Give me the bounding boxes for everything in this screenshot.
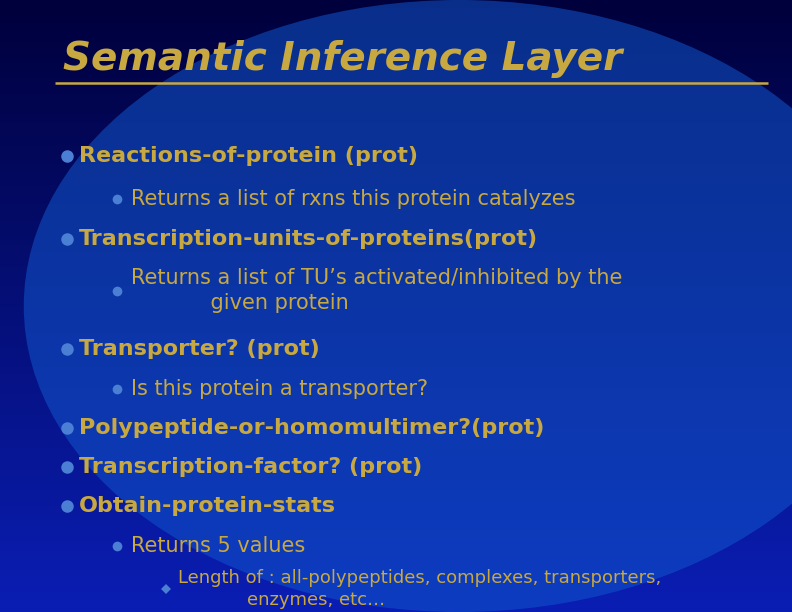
Text: Semantic Inference Layer: Semantic Inference Layer	[63, 40, 623, 78]
Text: Returns a list of TU’s activated/inhibited by the
            given protein: Returns a list of TU’s activated/inhibit…	[131, 268, 622, 313]
Text: Returns 5 values: Returns 5 values	[131, 536, 305, 556]
Text: Polypeptide-or-homomultimer?(prot): Polypeptide-or-homomultimer?(prot)	[79, 419, 545, 438]
Text: Is this protein a transporter?: Is this protein a transporter?	[131, 379, 428, 398]
Text: Transporter? (prot): Transporter? (prot)	[79, 339, 320, 359]
Text: Transcription-units-of-proteins(prot): Transcription-units-of-proteins(prot)	[79, 229, 539, 248]
Text: Returns a list of rxns this protein catalyzes: Returns a list of rxns this protein cata…	[131, 189, 575, 209]
Ellipse shape	[24, 0, 792, 612]
Text: Reactions-of-protein (prot): Reactions-of-protein (prot)	[79, 146, 418, 166]
Text: Transcription-factor? (prot): Transcription-factor? (prot)	[79, 457, 422, 477]
Text: Length of : all-polypeptides, complexes, transporters,
            enzymes, etc…: Length of : all-polypeptides, complexes,…	[178, 569, 661, 609]
Text: Obtain-protein-stats: Obtain-protein-stats	[79, 496, 336, 516]
